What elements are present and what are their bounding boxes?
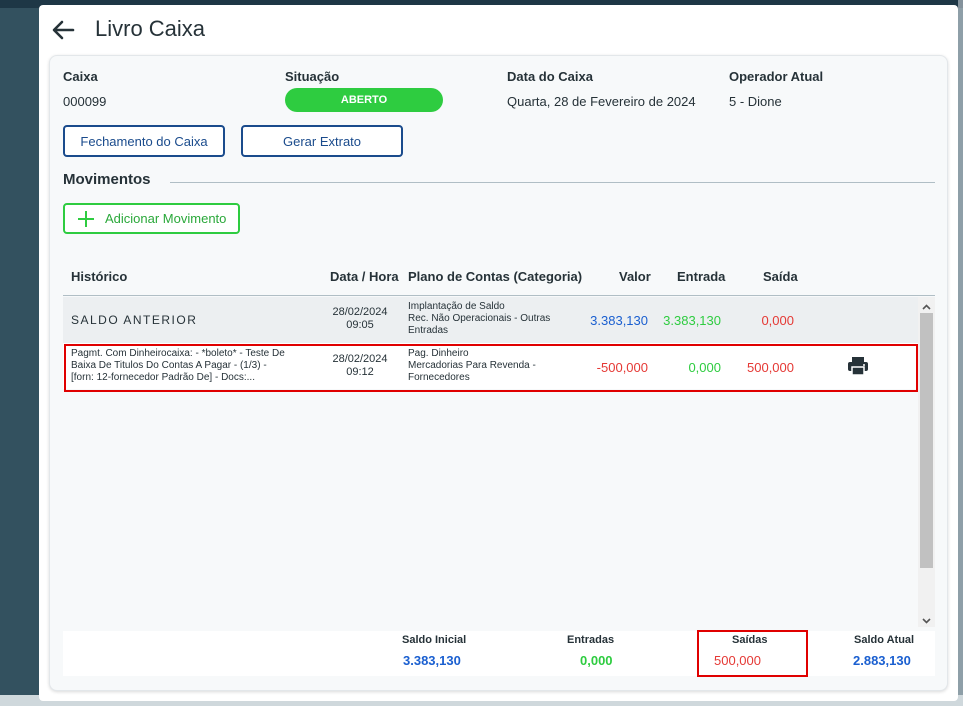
plano-line: Entradas xyxy=(408,325,449,336)
column-header-entrada: Entrada xyxy=(677,269,726,284)
saidas-value: 500,000 xyxy=(714,653,761,668)
adicionar-movimento-label: Adicionar Movimento xyxy=(105,211,227,226)
table-row-saldo-anterior[interactable]: SALDO ANTERIOR 28/02/2024 09:05 Implanta… xyxy=(63,297,918,343)
scroll-down-icon[interactable] xyxy=(921,613,932,624)
plano-line: Pag. Dinheiro xyxy=(408,348,469,359)
situacao-label: Situação xyxy=(285,69,340,84)
plano-line: Mercadorias Para Revenda - xyxy=(408,360,536,371)
section-divider xyxy=(170,182,935,183)
column-header-data-hora: Data / Hora xyxy=(330,269,399,284)
entradas-value: 0,000 xyxy=(580,653,613,668)
historico-line: Pagmt. Com Dinheirocaixa: - *boleto* - T… xyxy=(71,348,285,359)
entrada-cell: 0,000 xyxy=(688,360,721,375)
data-text: 28/02/2024 xyxy=(332,353,388,365)
table-scrollbar[interactable] xyxy=(918,297,935,627)
valor-cell: 3.383,130 xyxy=(590,313,648,328)
plano-cell: Implantação de Saldo Rec. Não Operaciona… xyxy=(408,301,578,337)
saldo-atual-label: Saldo Atual xyxy=(854,634,915,646)
column-header-valor: Valor xyxy=(619,269,651,284)
hora-text: 09:12 xyxy=(346,366,374,378)
livro-caixa-modal: Livro Caixa Caixa 000099 Situação ABERTO… xyxy=(39,5,958,701)
background-strip xyxy=(958,0,963,706)
historico-line: [forn: 12-fornecedor Padrão De] - Docs:.… xyxy=(71,372,255,383)
saida-cell: 0,000 xyxy=(761,313,794,328)
data-text: 28/02/2024 xyxy=(332,306,388,318)
back-arrow-icon[interactable] xyxy=(49,16,77,44)
saidas-label: Saídas xyxy=(732,634,768,646)
scroll-up-icon[interactable] xyxy=(921,300,932,311)
saidas-highlight-box xyxy=(697,630,808,677)
header-divider xyxy=(63,295,935,296)
gerar-extrato-button[interactable]: Gerar Extrato xyxy=(241,125,403,157)
status-badge: ABERTO xyxy=(285,88,443,112)
hora-text: 09:05 xyxy=(346,319,374,331)
plano-cell: Pag. Dinheiro Mercadorias Para Revenda -… xyxy=(408,348,578,384)
adicionar-movimento-button[interactable]: Adicionar Movimento xyxy=(63,203,240,234)
saldo-atual-value: 2.883,130 xyxy=(853,653,911,668)
movimentos-title: Movimentos xyxy=(63,171,151,188)
entrada-cell: 3.383,130 xyxy=(663,313,721,328)
operador-value: 5 - Dione xyxy=(729,94,782,109)
saldo-inicial-label: Saldo Inicial xyxy=(402,634,467,646)
historico-line: Baixa De Titulos Do Contas A Pagar - (1/… xyxy=(71,360,267,371)
valor-cell: -500,000 xyxy=(596,360,648,375)
saida-cell: 500,000 xyxy=(747,360,794,375)
caixa-value: 000099 xyxy=(63,94,107,109)
data-caixa-value: Quarta, 28 de Fevereiro de 2024 xyxy=(507,94,696,109)
operador-label: Operador Atual xyxy=(729,69,824,84)
data-hora-cell: 28/02/2024 09:12 xyxy=(325,353,395,379)
background-topbar xyxy=(0,0,963,8)
data-hora-cell: 28/02/2024 09:05 xyxy=(325,306,395,332)
entradas-label: Entradas xyxy=(567,634,615,646)
page-title: Livro Caixa xyxy=(95,16,206,41)
plano-line: Implantação de Saldo xyxy=(408,301,505,312)
livro-caixa-card: Caixa 000099 Situação ABERTO Data do Cai… xyxy=(49,55,948,691)
totals-bar: Saldo Inicial 3.383,130 Entradas 0,000 S… xyxy=(63,630,935,677)
fechamento-caixa-button[interactable]: Fechamento do Caixa xyxy=(63,125,225,157)
movimentos-table: Histórico Data / Hora Plano de Contas (C… xyxy=(63,251,935,631)
table-row[interactable]: Pagmt. Com Dinheirocaixa: - *boleto* - T… xyxy=(63,343,918,389)
saldo-inicial-value: 3.383,130 xyxy=(403,653,461,668)
modal-header: Livro Caixa xyxy=(39,5,958,55)
plano-line: Rec. Não Operacionais - Outras xyxy=(408,313,551,324)
plus-icon xyxy=(76,209,96,229)
plano-line: Fornecedores xyxy=(408,372,470,383)
caixa-label: Caixa xyxy=(63,69,98,84)
column-header-historico: Histórico xyxy=(71,269,128,284)
data-caixa-label: Data do Caixa xyxy=(507,69,593,84)
scrollbar-thumb[interactable] xyxy=(920,313,933,568)
print-icon[interactable] xyxy=(847,356,869,376)
column-header-saida: Saída xyxy=(763,269,798,284)
column-header-plano: Plano de Contas (Categoria) xyxy=(408,269,583,284)
historico-cell: Pagmt. Com Dinheirocaixa: - *boleto* - T… xyxy=(71,348,321,384)
historico-cell: SALDO ANTERIOR xyxy=(71,313,198,327)
